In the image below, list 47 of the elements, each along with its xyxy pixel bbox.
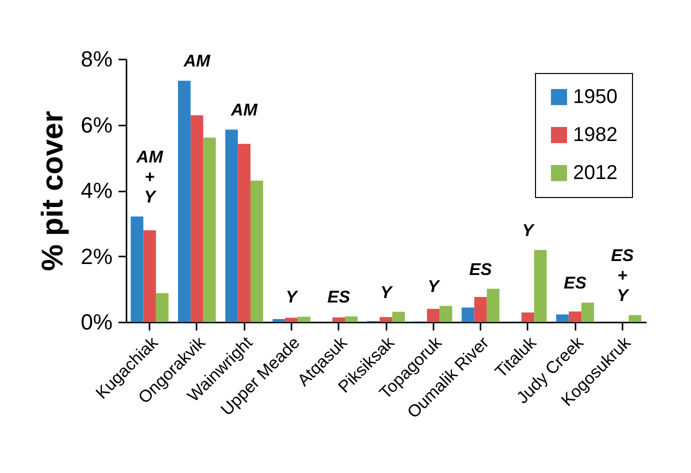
bar	[250, 180, 264, 322]
bar	[486, 288, 500, 322]
y-tick-label: 4%	[80, 178, 112, 203]
legend-label: 1950	[573, 86, 618, 108]
bar	[190, 115, 204, 322]
bar	[581, 302, 594, 322]
bar	[143, 230, 156, 322]
annotation: Y	[522, 221, 536, 240]
bar	[440, 306, 452, 322]
bar	[225, 130, 238, 322]
bar	[298, 316, 310, 322]
bar	[345, 316, 358, 322]
annotation: ES + Y	[611, 246, 634, 306]
y-tick-label: 6%	[80, 112, 112, 138]
legend-label: 2012	[573, 162, 618, 184]
annotation: AM	[182, 52, 211, 71]
bar	[392, 312, 405, 322]
annotation: ES	[327, 287, 351, 306]
y-axis-title: % pit cover	[36, 110, 70, 272]
bar	[380, 317, 392, 322]
bar	[332, 317, 346, 322]
y-tick-label: 8%	[80, 46, 112, 72]
bar	[203, 138, 216, 322]
annotation: AM + Y	[135, 147, 164, 206]
annotation: AM	[230, 100, 258, 120]
annotation: Y	[428, 276, 441, 296]
annotation: ES	[564, 274, 588, 293]
bar	[534, 250, 547, 322]
legend-label: 1982	[573, 124, 618, 146]
annotation: Y	[380, 282, 394, 302]
annotation: Y	[286, 288, 299, 307]
bar	[474, 297, 487, 322]
y-tick-label: 0%	[80, 310, 112, 334]
bar	[556, 314, 569, 322]
bar	[522, 312, 534, 322]
bar	[426, 308, 440, 322]
y-tick-label: 2%	[80, 244, 112, 269]
bar	[156, 293, 169, 322]
bar	[462, 308, 474, 322]
annotation: ES	[469, 260, 493, 279]
bar	[285, 318, 298, 322]
bar	[628, 315, 642, 322]
bar	[130, 216, 144, 322]
bar	[238, 144, 250, 322]
bar	[272, 319, 286, 322]
bar	[178, 80, 191, 322]
bar	[568, 311, 582, 322]
